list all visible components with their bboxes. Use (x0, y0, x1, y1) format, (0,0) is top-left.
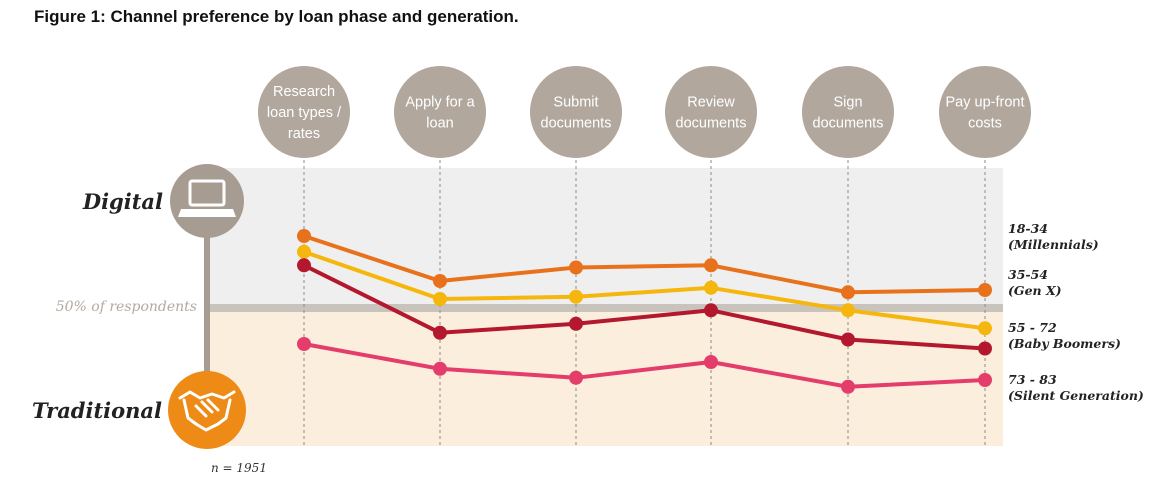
phase-circle (530, 66, 622, 158)
series (297, 244, 992, 336)
phase-header: Review documents (665, 66, 757, 158)
series-line (303, 263, 986, 351)
phase-label: costs (968, 116, 1002, 132)
digital-band (205, 168, 1003, 304)
phase-label: Review (687, 95, 735, 111)
phase-header: Pay up-front costs (939, 66, 1031, 158)
phase-label: Sign (833, 95, 862, 111)
traditional-label: Traditional (32, 398, 162, 423)
phase-label: documents (813, 116, 884, 132)
series-label-line: (Silent Generation) (1008, 388, 1144, 403)
phase-header: Sign documents (802, 66, 894, 158)
phase-label: Apply for a (405, 95, 475, 111)
series-line (303, 342, 986, 389)
data-point (433, 361, 447, 376)
series-label-line: (Millennials) (1008, 237, 1099, 252)
figure-title: Figure 1: Channel preference by loan pha… (34, 7, 519, 26)
handshake-icon (178, 390, 236, 432)
phase-label: Research (273, 84, 335, 100)
series-label: 35-54(Gen X) (1008, 267, 1062, 298)
traditional-band (205, 312, 1003, 446)
phase-label: loan (426, 116, 453, 132)
data-point (297, 337, 311, 351)
data-point (433, 274, 447, 288)
data-point (569, 370, 583, 385)
phase-header: Research loan types / rates (258, 66, 350, 158)
phase-circle (802, 66, 894, 158)
series (297, 229, 992, 300)
laptop-icon (178, 179, 236, 217)
data-point (704, 280, 718, 295)
series-label-line: 73 - 83 (1008, 372, 1057, 387)
series-label-line: (Gen X) (1008, 283, 1062, 298)
series-label: 18-34(Millennials) (1008, 221, 1099, 252)
series-line (303, 249, 986, 331)
fifty-percent-line (205, 304, 1003, 312)
phase-label: loan types / (267, 105, 342, 121)
phase-label: rates (288, 126, 320, 142)
data-point (978, 341, 992, 356)
phase-label: documents (676, 116, 747, 132)
series (297, 337, 992, 394)
series-label-line: 55 - 72 (1008, 320, 1057, 335)
phase-headers: Research loan types / rates Apply for a loan… (258, 66, 1031, 158)
digital-label: Digital (82, 189, 163, 214)
digital-marker (170, 164, 244, 238)
phase-header: Apply for a loan (394, 66, 486, 158)
phase-circle (258, 66, 350, 158)
data-point (297, 229, 311, 243)
data-point (297, 244, 311, 259)
phase-circle (394, 66, 486, 158)
data-point (841, 379, 855, 394)
data-point (569, 316, 583, 331)
series-line (303, 234, 986, 295)
data-point (704, 258, 718, 273)
phase-label: Pay up-front (946, 95, 1025, 111)
data-point (978, 373, 992, 387)
data-point (978, 321, 992, 336)
sample-size-note: n = 1951 (211, 461, 267, 475)
data-point (433, 325, 447, 340)
digital-circle (170, 164, 244, 238)
data-point (569, 260, 583, 275)
series-lines (297, 229, 992, 394)
traditional-marker (168, 371, 246, 449)
phase-label: documents (541, 116, 612, 132)
data-point (569, 289, 583, 304)
series-label: 73 - 83(Silent Generation) (1008, 372, 1144, 403)
data-point (433, 292, 447, 306)
series-label-line: (Baby Boomers) (1008, 336, 1121, 351)
data-point (841, 303, 855, 318)
fifty-percent-label: 50% of respondents (56, 299, 197, 315)
data-point (704, 303, 718, 318)
data-point (841, 285, 855, 300)
phase-circle (665, 66, 757, 158)
series-label: 55 - 72(Baby Boomers) (1008, 320, 1121, 351)
data-point (978, 283, 992, 297)
phase-header: Submit documents (530, 66, 622, 158)
data-point (841, 332, 855, 347)
series-label-line: 18-34 (1008, 221, 1048, 236)
series-label-line: 35-54 (1008, 267, 1048, 282)
phase-label: Submit (553, 95, 598, 111)
traditional-circle (168, 371, 246, 449)
series (297, 258, 992, 356)
series-labels: 18-34(Millennials) 35-54(Gen X) 55 - 72(Ba… (1008, 221, 1144, 403)
phase-circle (939, 66, 1031, 158)
data-point (704, 355, 718, 369)
data-point (297, 258, 311, 273)
